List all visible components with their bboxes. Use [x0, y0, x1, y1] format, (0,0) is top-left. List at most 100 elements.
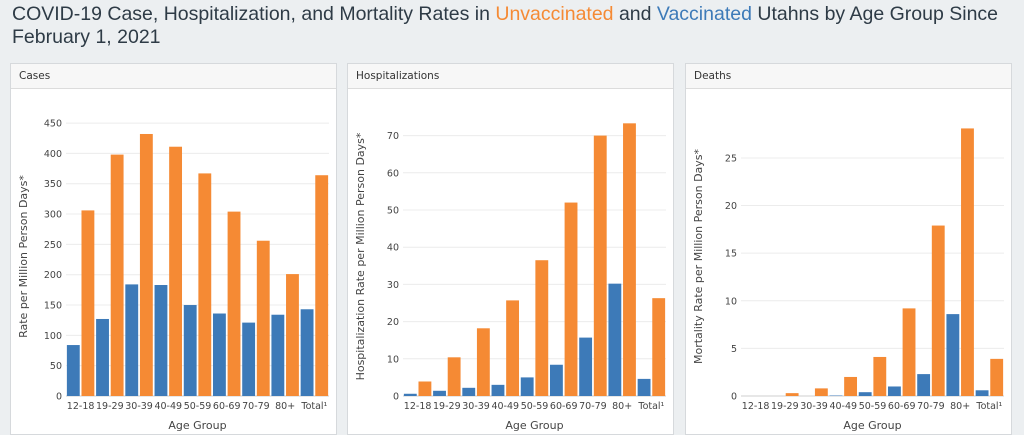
- x-tick-label: 19-29: [433, 401, 461, 412]
- x-tick-label: 50-59: [859, 401, 887, 412]
- x-tick-label: 50-59: [184, 401, 212, 412]
- unvaccinated-bar-1218[interactable]: [418, 381, 432, 396]
- vaccinated-bar-7079[interactable]: [917, 374, 931, 396]
- y-tick-label: 300: [44, 210, 62, 221]
- unvaccinated-bar-1929[interactable]: [447, 357, 461, 396]
- title-vaccinated: Vaccinated: [656, 3, 752, 25]
- unvaccinated-bar-4049[interactable]: [844, 376, 858, 396]
- x-axis-title: Age Group: [843, 419, 901, 432]
- y-tick-label: 30: [387, 280, 399, 291]
- unvaccinated-bar-5059[interactable]: [535, 260, 549, 396]
- x-tick-label: 12-18: [742, 401, 770, 412]
- vaccinated-bar-7079[interactable]: [242, 322, 256, 396]
- unvaccinated-bar-1218[interactable]: [81, 210, 95, 396]
- unvaccinated-bar-7079[interactable]: [593, 135, 607, 396]
- vaccinated-bar-1218[interactable]: [403, 393, 417, 396]
- y-tick-label: 25: [725, 153, 737, 164]
- y-tick-label: 15: [725, 249, 737, 260]
- x-tick-label: 40-49: [154, 401, 182, 412]
- x-tick-label: 70-79: [242, 401, 270, 412]
- vaccinated-bar-6069[interactable]: [212, 313, 226, 396]
- vaccinated-bar-1929[interactable]: [96, 318, 109, 396]
- title-unvaccinated: Unvaccinated: [495, 3, 614, 25]
- unvaccinated-bar-3039[interactable]: [814, 388, 828, 396]
- y-axis-title: Mortality Rate per Million Person Days*: [692, 148, 705, 364]
- unvaccinated-bar-3039[interactable]: [139, 133, 153, 396]
- vaccinated-bar-6069[interactable]: [549, 364, 563, 396]
- vaccinated-bar-5059[interactable]: [183, 305, 197, 396]
- unvaccinated-bar-1929[interactable]: [785, 393, 799, 396]
- unvaccinated-bar-1929[interactable]: [110, 154, 124, 396]
- x-tick-label: 12-18: [67, 401, 95, 412]
- title-suffix: Utahns by Age Group Since February 1, 20…: [12, 3, 999, 48]
- x-tick-label: 50-59: [521, 401, 549, 412]
- x-tick-label: Total¹: [975, 401, 1002, 412]
- unvaccinated-bar-6069[interactable]: [564, 202, 578, 396]
- y-tick-label: 20: [387, 317, 399, 328]
- x-tick-label: 80+: [275, 401, 295, 412]
- x-tick-label: 40-49: [829, 401, 857, 412]
- vaccinated-bar-5059[interactable]: [858, 392, 872, 396]
- vaccinated-bar-7079[interactable]: [579, 337, 593, 396]
- unvaccinated-bar-3039[interactable]: [476, 328, 490, 396]
- cases-panel-title: Cases: [11, 64, 336, 89]
- x-axis-title: Age Group: [505, 419, 563, 432]
- title-and: and: [613, 3, 657, 25]
- hospitalizations-panel: Hospitalizations 0 10 20 30 40 50 60 70 12-18 19-…: [347, 63, 674, 435]
- unvaccinated-bar-5059[interactable]: [873, 356, 887, 396]
- y-tick-label: 400: [44, 149, 62, 160]
- unvaccinated-bar-total[interactable]: [652, 298, 666, 396]
- vaccinated-bar-1218[interactable]: [66, 345, 80, 396]
- unvaccinated-bar-80+[interactable]: [623, 123, 636, 396]
- unvaccinated-bar-80+[interactable]: [961, 128, 974, 396]
- vaccinated-bar-total[interactable]: [300, 309, 314, 396]
- vaccinated-bar-5059[interactable]: [520, 377, 534, 396]
- hospitalizations-panel-title: Hospitalizations: [348, 64, 673, 89]
- y-tick-label: 200: [44, 270, 62, 281]
- x-tick-label: 19-29: [96, 401, 124, 412]
- x-tick-label: 30-39: [800, 401, 828, 412]
- unvaccinated-bar-6069[interactable]: [227, 211, 241, 396]
- y-tick-label: 10: [725, 296, 737, 307]
- unvaccinated-bar-total[interactable]: [315, 175, 329, 396]
- hospitalizations-chart: 0 10 20 30 40 50 60 70 12-18 19-29 30-39 40-49 50-59…: [354, 123, 666, 432]
- x-tick-label: 70-79: [917, 401, 945, 412]
- y-tick-label: 350: [44, 179, 62, 190]
- vaccinated-bar-80+[interactable]: [271, 314, 285, 396]
- vaccinated-bar-total[interactable]: [975, 390, 989, 396]
- unvaccinated-bar-4049[interactable]: [169, 146, 183, 396]
- y-tick-label: 150: [44, 301, 62, 312]
- y-tick-label: 0: [731, 392, 737, 403]
- vaccinated-bar-4049[interactable]: [491, 384, 505, 396]
- x-axis-title: Age Group: [168, 419, 226, 432]
- unvaccinated-bar-7079[interactable]: [256, 240, 270, 396]
- unvaccinated-bar-5059[interactable]: [198, 173, 212, 396]
- y-tick-label: 250: [44, 240, 62, 251]
- cases-panel: Cases 0 50 100 150 200 250 300 350 400 450 12-18 19…: [10, 63, 337, 435]
- vaccinated-bar-80+[interactable]: [946, 314, 960, 396]
- deaths-chart: 0 5 10 15 20 25 12-18 19-29 30-39 40-49 50-59 60-69…: [692, 128, 1004, 432]
- vaccinated-bar-total[interactable]: [637, 378, 651, 396]
- y-tick-label: 50: [50, 361, 62, 372]
- unvaccinated-bar-6069[interactable]: [902, 308, 916, 396]
- unvaccinated-bar-4049[interactable]: [506, 300, 520, 396]
- page-title: COVID-19 Case, Hospitalization, and Mort…: [12, 3, 1012, 49]
- y-axis-title: Hospitalization Rate per Million Person …: [354, 132, 367, 380]
- x-tick-label: Total¹: [637, 401, 664, 412]
- unvaccinated-bar-7079[interactable]: [931, 225, 945, 396]
- y-tick-label: 50: [387, 206, 399, 217]
- vaccinated-bar-3039[interactable]: [462, 387, 476, 396]
- cases-chart: 0 50 100 150 200 250 300 350 400 450 12-18 19-29 30-…: [17, 119, 329, 432]
- x-tick-label: 60-69: [888, 401, 916, 412]
- vaccinated-bar-1929[interactable]: [433, 390, 446, 396]
- vaccinated-bar-4049[interactable]: [154, 285, 168, 396]
- unvaccinated-bar-80+[interactable]: [286, 274, 299, 396]
- y-tick-label: 10: [387, 354, 399, 365]
- vaccinated-bar-3039[interactable]: [125, 284, 139, 396]
- x-tick-label: 30-39: [125, 401, 153, 412]
- vaccinated-bar-80+[interactable]: [608, 283, 622, 396]
- x-tick-label: 80+: [950, 401, 970, 412]
- unvaccinated-bar-total[interactable]: [990, 358, 1004, 396]
- vaccinated-bar-6069[interactable]: [887, 386, 901, 396]
- deaths-panel-title: Deaths: [686, 64, 1011, 89]
